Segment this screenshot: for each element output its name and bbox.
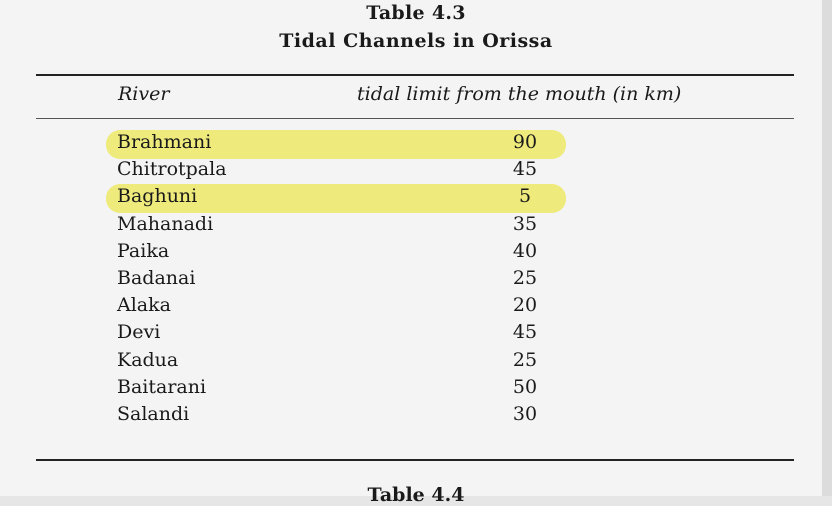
river-name: Devi	[117, 321, 161, 344]
top-rule	[36, 74, 794, 76]
next-table-number: Table 4.4	[367, 484, 465, 506]
table-number: Table 4.3	[366, 2, 466, 24]
table-row: Chitrotpala 45	[0, 158, 832, 183]
tidal-limit-value: 90	[512, 131, 538, 153]
table-row: Kadua 25	[0, 349, 832, 374]
river-name: Mahanadi	[117, 212, 214, 235]
table-row: Brahmani 90	[0, 131, 832, 156]
table-row: Salandi 30	[0, 403, 832, 428]
tidal-limit-value: 45	[512, 321, 538, 344]
tidal-limit-value: 5	[518, 185, 532, 208]
tidal-limit-value: 25	[512, 348, 538, 371]
tidal-limit-value: 25	[512, 267, 538, 289]
table-row: Mahanadi 35	[0, 213, 832, 238]
column-header-tidal-limit: tidal limit from the mouth (in km)	[357, 83, 682, 105]
tidal-limit-value: 20	[512, 294, 538, 317]
header-rule	[36, 118, 794, 119]
row-highlight	[106, 184, 566, 214]
tidal-limit-value: 50	[512, 375, 538, 398]
table-row: Baghuni 5	[0, 185, 832, 210]
river-name: Salandi	[117, 403, 190, 425]
tidal-limit-value: 35	[512, 212, 538, 235]
row-highlight	[106, 130, 566, 159]
river-name: Chitrotpala	[117, 158, 227, 181]
table-row: Paika 40	[0, 240, 832, 265]
river-name: Badanai	[117, 267, 196, 289]
river-name: Paika	[117, 239, 170, 262]
tidal-limit-value: 30	[512, 403, 538, 425]
table-row: Baitarani 50	[0, 376, 832, 401]
river-name: Kadua	[117, 348, 179, 371]
bottom-rule	[36, 459, 794, 461]
table-row: Badanai 25	[0, 267, 832, 292]
table-row: Devi 45	[0, 321, 832, 346]
table-title: Tidal Channels in Orissa	[279, 30, 553, 52]
river-name: Baitarani	[117, 375, 207, 398]
tidal-limit-value: 45	[512, 158, 538, 181]
page-edge	[822, 0, 832, 496]
tidal-limit-value: 40	[512, 239, 538, 262]
river-name: Brahmani	[117, 131, 212, 153]
column-header-river: River	[118, 83, 170, 105]
table-row: Alaka 20	[0, 294, 832, 319]
river-name: Baghuni	[117, 185, 198, 208]
river-name: Alaka	[117, 294, 171, 317]
